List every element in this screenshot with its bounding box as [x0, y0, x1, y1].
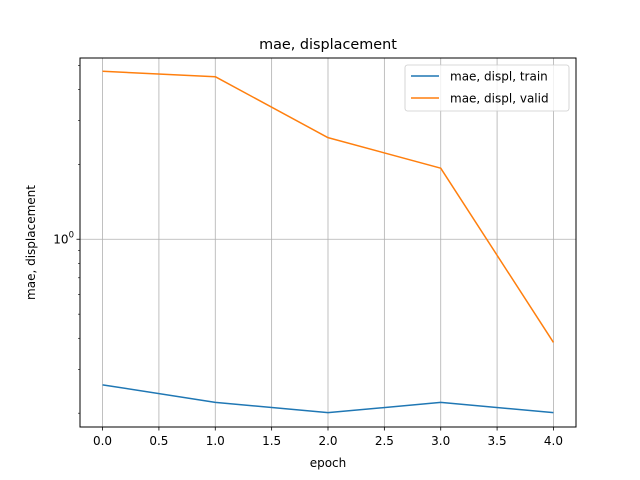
x-tick-label: 4.0: [544, 434, 563, 448]
y-tick-label: 100: [53, 231, 74, 247]
x-axis-label: epoch: [310, 456, 347, 470]
x-tick-label: 3.0: [431, 434, 450, 448]
legend-frame: [404, 64, 570, 112]
x-tick-label: 0.5: [149, 434, 168, 448]
grid: [80, 58, 576, 427]
y-axis-label: mae, displacement: [24, 185, 38, 300]
plot-frame: [79, 57, 577, 428]
x-tick-label: 3.5: [488, 434, 507, 448]
y-tick-label-base: 10: [53, 233, 68, 247]
series-lines: [102, 70, 555, 414]
chart-title: mae, displacement: [259, 37, 397, 53]
legend: mae, displ, train mae, displ, valid: [404, 64, 570, 112]
x-tick-label: 0.0: [93, 434, 112, 448]
x-tick-label: 1.5: [262, 434, 281, 448]
legend-label: mae, displ, valid: [450, 92, 549, 106]
x-tick-label: 2.0: [318, 434, 337, 448]
y-tick-label-exponent: 0: [69, 231, 74, 241]
x-tick-label: 2.5: [375, 434, 394, 448]
axis-ticks: 0.0 0.5 1.0 1.5 2.0 2.5 3.0 3.5 4.0 100: [53, 65, 563, 448]
x-tick-label: 1.0: [206, 434, 225, 448]
legend-label: mae, displ, train: [450, 70, 548, 84]
